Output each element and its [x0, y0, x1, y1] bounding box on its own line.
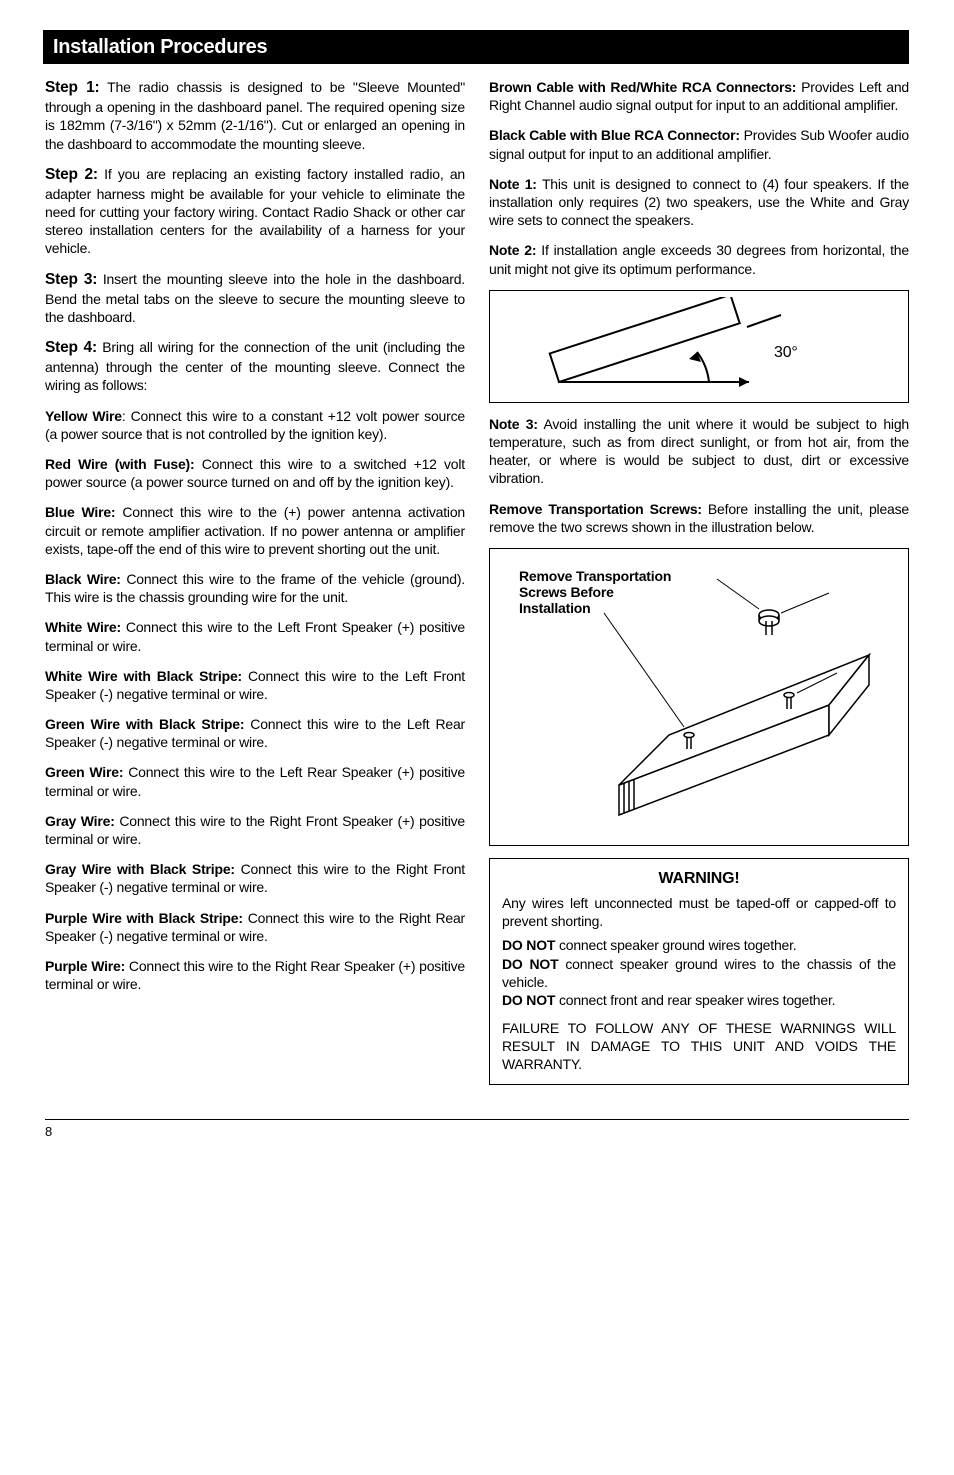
warning-p2-bold: DO NOT — [502, 937, 555, 953]
warning-p3-text: connect speaker ground wires to the chas… — [502, 956, 896, 990]
warning-p4-text: connect front and rear speaker wires tog… — [555, 992, 835, 1008]
warning-p2-text: connect speaker ground wires together. — [555, 937, 796, 953]
step-3-text: Insert the mounting sleeve into the hole… — [45, 271, 465, 325]
wire-white-stripe: White Wire with Black Stripe: Connect th… — [45, 667, 465, 703]
right-column: Brown Cable with Red/White RCA Connector… — [489, 78, 909, 1097]
wire-purple-stripe-label: Purple Wire with Black Stripe: — [45, 910, 243, 926]
wire-yellow: Yellow Wire: Connect this wire to a cons… — [45, 407, 465, 443]
wire-black-label: Black Wire: — [45, 571, 121, 587]
wire-white-stripe-label: White Wire with Black Stripe: — [45, 668, 242, 684]
wire-purple-stripe: Purple Wire with Black Stripe: Connect t… — [45, 909, 465, 945]
warning-p2: DO NOT connect speaker ground wires toge… — [502, 936, 896, 954]
angle-icon: 30° — [496, 297, 902, 392]
step-4: Step 4: Bring all wiring for the connect… — [45, 338, 465, 395]
step-1: Step 1: The radio chassis is designed to… — [45, 78, 465, 153]
warning-p3-bold: DO NOT — [502, 956, 558, 972]
wire-green-stripe-label: Green Wire with Black Stripe: — [45, 716, 244, 732]
wire-green: Green Wire: Connect this wire to the Lef… — [45, 763, 465, 799]
note-3-label: Note 3: — [489, 416, 538, 432]
page-number: 8 — [45, 1119, 909, 1141]
wire-red-label: Red Wire (with Fuse): — [45, 456, 194, 472]
wire-green-stripe: Green Wire with Black Stripe: Connect th… — [45, 715, 465, 751]
left-column: Step 1: The radio chassis is designed to… — [45, 78, 465, 1097]
wire-blue: Blue Wire: Connect this wire to the (+) … — [45, 503, 465, 558]
wire-blue-label: Blue Wire: — [45, 504, 115, 520]
wire-gray-label: Gray Wire: — [45, 813, 115, 829]
note-1-label: Note 1: — [489, 176, 537, 192]
step-2-label: Step 2: — [45, 166, 98, 183]
step-4-label: Step 4: — [45, 339, 97, 356]
wire-gray-stripe: Gray Wire with Black Stripe: Connect thi… — [45, 860, 465, 896]
note-2: Note 2: If installation angle exceeds 30… — [489, 241, 909, 277]
step-2-text: If you are replacing an existing factory… — [45, 166, 465, 257]
cable-black: Black Cable with Blue RCA Connector: Pro… — [489, 126, 909, 162]
wire-red: Red Wire (with Fuse): Connect this wire … — [45, 455, 465, 491]
wire-purple: Purple Wire: Connect this wire to the Ri… — [45, 957, 465, 993]
screw-diagram: Remove Transportation Screws Before Inst… — [489, 548, 909, 846]
warning-final: FAILURE TO FOLLOW ANY OF THESE WARNINGS … — [502, 1019, 896, 1074]
note-1: Note 1: This unit is designed to connect… — [489, 175, 909, 230]
wire-white: White Wire: Connect this wire to the Lef… — [45, 618, 465, 654]
note-2-text: If installation angle exceeds 30 degrees… — [489, 242, 909, 276]
wire-purple-label: Purple Wire: — [45, 958, 125, 974]
page-title: Installation Procedures — [43, 30, 909, 64]
wire-yellow-label: Yellow Wire — [45, 408, 122, 424]
wire-green-label: Green Wire: — [45, 764, 123, 780]
step-1-text: The radio chassis is designed to be "Sle… — [45, 79, 465, 152]
wire-gray: Gray Wire: Connect this wire to the Righ… — [45, 812, 465, 848]
cable-brown-label: Brown Cable with Red/White RCA Connector… — [489, 79, 796, 95]
wire-black: Black Wire: Connect this wire to the fra… — [45, 570, 465, 606]
note-3: Note 3: Avoid installing the unit where … — [489, 415, 909, 488]
content-columns: Step 1: The radio chassis is designed to… — [45, 78, 909, 1097]
remove-screws: Remove Transportation Screws: Before ins… — [489, 500, 909, 536]
warning-p3: DO NOT connect speaker ground wires to t… — [502, 955, 896, 991]
step-3-label: Step 3: — [45, 271, 97, 288]
note-2-label: Note 2: — [489, 242, 536, 258]
screw-diagram-label-2: Screws Before — [519, 584, 614, 600]
warning-p1: Any wires left unconnected must be taped… — [502, 894, 896, 930]
screw-diagram-label-3: Installation — [519, 600, 591, 616]
step-2: Step 2: If you are replacing an existing… — [45, 165, 465, 258]
angle-diagram: 30° — [489, 290, 909, 403]
angle-label: 30° — [774, 344, 798, 361]
step-4-text: Bring all wiring for the connection of t… — [45, 339, 465, 393]
step-1-label: Step 1: — [45, 79, 100, 96]
warning-p4-bold: DO NOT — [502, 992, 555, 1008]
cable-black-label: Black Cable with Blue RCA Connector: — [489, 127, 740, 143]
warning-title: WARNING! — [502, 869, 896, 890]
note-1-text: This unit is designed to connect to (4) … — [489, 176, 909, 228]
step-3: Step 3: Insert the mounting sleeve into … — [45, 270, 465, 327]
chassis-icon: Remove Transportation Screws Before Inst… — [496, 555, 902, 835]
screw-diagram-label-1: Remove Transportation — [519, 568, 671, 584]
wire-white-label: White Wire: — [45, 619, 121, 635]
cable-brown: Brown Cable with Red/White RCA Connector… — [489, 78, 909, 114]
warning-box: WARNING! Any wires left unconnected must… — [489, 858, 909, 1084]
wire-gray-stripe-label: Gray Wire with Black Stripe: — [45, 861, 235, 877]
remove-screws-label: Remove Transportation Screws: — [489, 501, 702, 517]
note-3-text: Avoid installing the unit where it would… — [489, 416, 909, 487]
warning-p4: DO NOT connect front and rear speaker wi… — [502, 991, 896, 1009]
